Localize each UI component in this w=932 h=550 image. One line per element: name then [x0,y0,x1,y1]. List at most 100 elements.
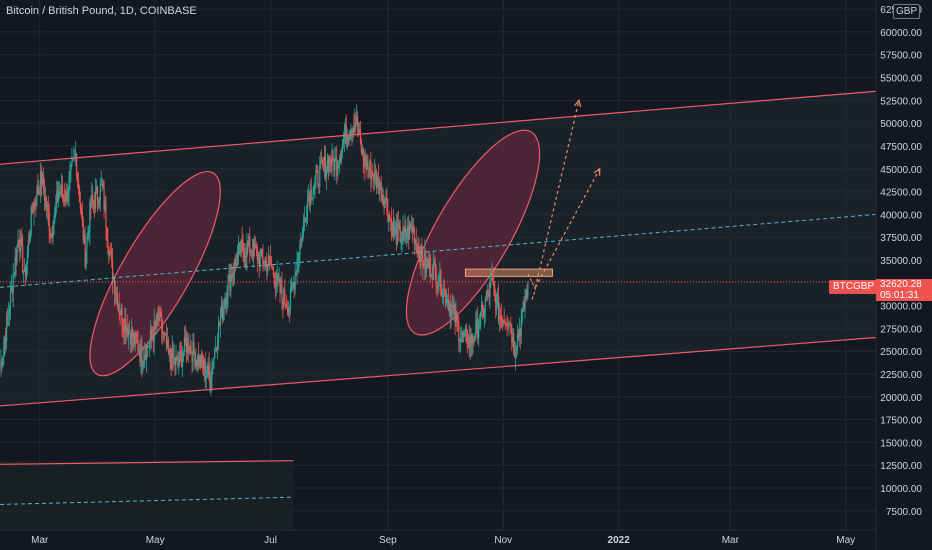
candle-body [449,303,451,317]
y-tick-label: 42500.00 [880,188,922,199]
candle-body [172,348,174,360]
candle-body [323,156,326,167]
candle-body [494,286,496,293]
candle-body [315,169,317,179]
candle-body [379,182,381,188]
candle-body [397,223,399,228]
candle-body [13,275,15,277]
candle-body [389,214,391,220]
y-tick-label: 55000.00 [880,74,922,85]
last-price-value: 32620.28 [880,279,922,290]
candle-body [300,238,302,245]
candle-body [274,284,276,287]
candle-body [45,197,47,208]
candle-body [418,246,420,257]
candle-body [272,267,274,276]
candle-body [350,130,352,137]
candle-body [151,336,153,338]
candle-body [56,191,58,204]
resistance-zone [464,268,553,277]
candle-body [346,135,348,144]
candle-body [288,307,291,310]
candle-body [212,367,214,369]
candle-body [364,155,366,167]
candle-body [47,204,49,213]
candle-body [118,304,120,312]
candle-body [37,187,39,195]
candle-body [394,227,397,229]
candle-body [25,263,28,278]
x-tick-label: 2022 [608,535,631,546]
candle-body [388,214,390,222]
candle-body [257,253,259,260]
projection-path [527,273,537,302]
candle-body [281,285,283,298]
candle-body [234,259,236,274]
candle-body [514,351,517,357]
candle-body [2,356,4,366]
candle-body [140,344,142,362]
y-tick-label: 37500.00 [880,233,922,244]
candle-body [472,340,474,344]
candle-body [164,334,167,336]
candle-body [415,238,417,244]
candle-body [204,360,206,378]
candle-body [186,337,188,353]
candle-body [260,249,262,254]
candle-body [54,207,56,220]
candle-body [136,339,138,343]
candle-body [339,158,342,162]
candle-body [98,199,100,205]
candle-body [392,222,395,235]
candle-body [271,266,274,268]
candle-body [432,263,434,280]
candle-body [325,168,327,177]
candle-body [199,355,201,367]
candle-body [391,220,393,237]
candle-body [292,282,294,287]
candle-body [460,338,462,341]
candle-body [40,170,42,195]
candle-body [353,127,355,132]
candle-body [417,246,419,254]
candle-body [244,255,246,260]
candle-body [52,233,54,238]
candle-body [166,340,169,348]
y-tick-label: 17500.00 [880,416,922,427]
x-tick-label: Mar [722,535,740,546]
candle-body [358,129,361,134]
candle-body [104,203,106,210]
candle-body [313,186,315,192]
candle-body [80,207,82,211]
candle-body [203,360,205,370]
currency-badge[interactable]: GBP [893,4,921,19]
candle-body [486,290,488,300]
candle-body [193,341,195,354]
candle-body [237,246,239,255]
candle-body [240,239,242,254]
candle-body [78,188,81,202]
candle-body [368,168,370,170]
candle-body [408,225,410,240]
candle-body [251,250,253,252]
projection-arrow [534,168,601,288]
candle-body [480,304,483,312]
candle-body [473,340,475,342]
candle-body [134,332,136,345]
candle-body [15,257,17,263]
candle-body [377,177,380,195]
candle-body [85,250,87,268]
candle-body [495,292,497,310]
candle-body [445,302,448,304]
candle-body [275,283,277,287]
candle-body [238,242,240,247]
candle-body [489,281,491,297]
candle-body [20,237,22,251]
candle-body [427,261,430,268]
candle-body [291,286,293,288]
candle-body [342,139,344,144]
candle-body [426,258,428,270]
candle-body [114,292,117,294]
